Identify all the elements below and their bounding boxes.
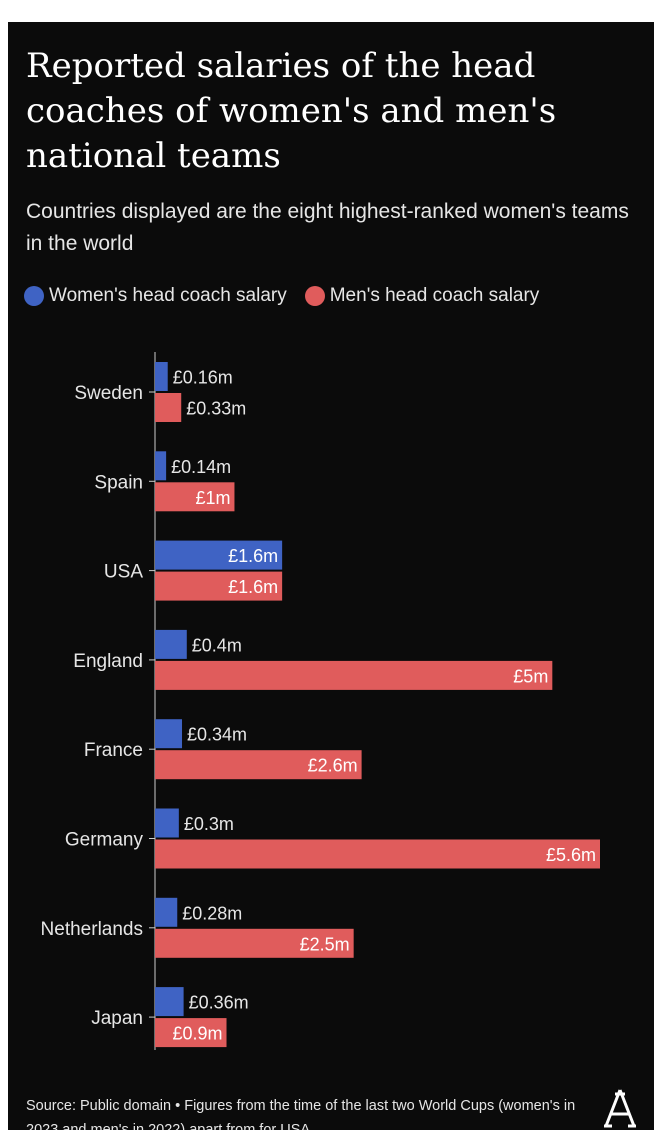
legend-item-women: Women's head coach salary (24, 285, 287, 307)
bar-men-netherlands (155, 928, 354, 958)
data-label-men-sweden: £0.33m (186, 399, 246, 419)
bar-men-usa (155, 571, 283, 601)
legend-item-men: Men's head coach salary (304, 285, 540, 307)
bar-men-france (155, 750, 362, 780)
data-label-men-spain: £1m (195, 488, 230, 508)
data-label-women-france: £0.34m (187, 725, 247, 745)
category-label-sweden: Sweden (74, 383, 143, 404)
category-label-germany: Germany (65, 830, 144, 851)
category-label-japan: Japan (91, 1008, 143, 1029)
bar-women-england (155, 629, 187, 659)
bar-men-england (155, 660, 553, 690)
chart-subtitle: Countries displayed are the eight highes… (26, 200, 629, 255)
data-label-men-netherlands: £2.5m (300, 934, 350, 954)
category-label-england: England (73, 651, 143, 672)
legend-label-women: Women's head coach salary (49, 285, 287, 306)
data-label-men-japan: £0.9m (172, 1024, 222, 1044)
bar-women-spain (155, 451, 167, 481)
data-label-men-france: £2.6m (308, 756, 358, 776)
data-label-women-japan: £0.36m (189, 993, 249, 1013)
data-label-men-england: £5m (513, 666, 548, 686)
bar-women-japan (155, 987, 184, 1017)
data-label-women-netherlands: £0.28m (182, 903, 242, 923)
category-label-spain: Spain (94, 472, 143, 493)
data-label-men-germany: £5.6m (546, 845, 596, 865)
bar-chart: Sweden £0.16m £0.33m Spain £0.14m £1m USA £1.6m… (41, 352, 600, 1050)
bar-men-sweden (155, 393, 182, 422)
category-label-usa: USA (104, 562, 143, 583)
athletic-a-logo-icon (604, 1089, 636, 1128)
bar-men-germany (155, 839, 600, 869)
legend-swatch-women (24, 286, 44, 306)
data-label-women-england: £0.4m (192, 635, 242, 655)
data-label-women-sweden: £0.16m (173, 368, 233, 388)
legend: Women's head coach salary Men's head coa… (24, 284, 557, 308)
chart-title: Reported salaries of the head coaches of… (26, 46, 557, 176)
data-label-men-usa: £1.6m (228, 577, 278, 597)
source-note: Source: Public domain • Figures from the… (26, 1098, 576, 1130)
bar-women-usa (155, 540, 283, 570)
category-label-france: France (84, 740, 143, 761)
bar-women-france (155, 719, 183, 749)
legend-swatch-men (304, 286, 325, 306)
bar-women-germany (155, 808, 179, 838)
legend-label-men: Men's head coach salary (329, 285, 540, 306)
bar-men-japan (155, 1018, 227, 1048)
data-label-women-usa: £1.6m (228, 546, 278, 566)
chart-card: Reported salaries of the head coaches of… (8, 22, 654, 1130)
bar-men-spain (155, 482, 235, 512)
category-label-netherlands: Netherlands (41, 919, 143, 940)
bar-women-netherlands (155, 897, 178, 927)
bar-women-sweden (155, 362, 168, 391)
data-label-women-spain: £0.14m (171, 457, 231, 477)
data-label-women-germany: £0.3m (184, 814, 234, 834)
